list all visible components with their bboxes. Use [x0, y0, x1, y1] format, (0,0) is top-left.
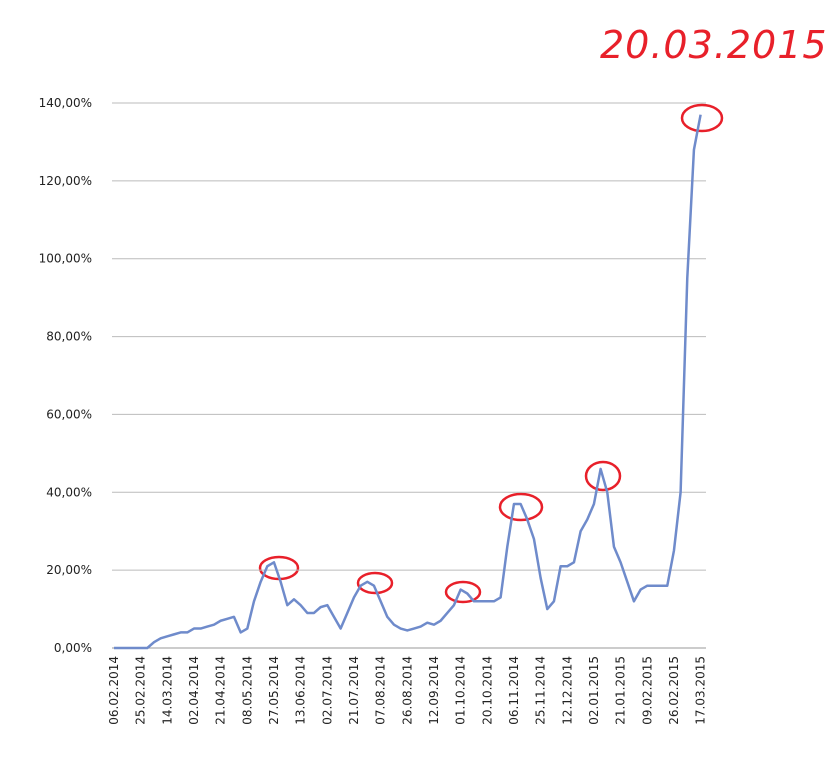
x-tick-label: 02.01.2015 [587, 656, 601, 725]
x-tick-label: 09.02.2015 [640, 656, 654, 725]
x-tick-label: 26.08.2014 [400, 656, 414, 725]
x-tick-label: 27.05.2014 [267, 656, 281, 725]
x-tick-label: 06.11.2014 [507, 656, 521, 725]
x-tick-label: 02.07.2014 [320, 656, 334, 725]
highlight-circle [584, 460, 622, 492]
x-tick-label: 21.04.2014 [214, 656, 228, 725]
x-tick-label: 14.03.2014 [160, 656, 174, 725]
y-tick-label: 20,00% [46, 563, 92, 577]
x-tick-label: 06.02.2014 [107, 656, 121, 725]
x-tick-label: 25.11.2014 [534, 656, 548, 725]
x-tick-label: 26.02.2015 [667, 656, 681, 725]
highlight-circle [498, 492, 544, 522]
y-tick-label: 0,00% [54, 641, 92, 655]
x-tick-label: 12.12.2014 [560, 656, 574, 725]
line [114, 114, 702, 650]
y-tick-label: 80,00% [46, 330, 92, 344]
x-tick-label: 08.05.2014 [240, 656, 254, 725]
x-tick-label: 01.10.2014 [454, 656, 468, 725]
y-tick-label: 140,00% [39, 96, 92, 110]
x-tick-label: 17.03.2015 [694, 656, 708, 725]
x-tick-label: 25.02.2014 [134, 656, 148, 725]
x-tick-label: 02.04.2014 [187, 656, 201, 725]
x-tick-label: 21.07.2014 [347, 656, 361, 725]
annotation: 20.03.2015 [600, 23, 828, 67]
x-tick-label: 21.01.2015 [614, 656, 628, 725]
y-tick-label: 100,00% [39, 252, 92, 266]
x-tick-label: 12.09.2014 [427, 656, 441, 725]
x-tick-label: 20.10.2014 [480, 656, 494, 725]
highlight-circles [258, 103, 724, 604]
y-tick-label: 40,00% [46, 485, 92, 499]
highlight-circle [356, 571, 394, 595]
y-tick-label: 120,00% [39, 174, 92, 188]
y-tick-label: 60,00% [46, 407, 92, 421]
x-tick-label: 13.06.2014 [294, 656, 308, 725]
highlight-circle [444, 580, 482, 604]
highlight-circle [680, 103, 724, 133]
x-tick-label: 07.08.2014 [374, 656, 388, 725]
